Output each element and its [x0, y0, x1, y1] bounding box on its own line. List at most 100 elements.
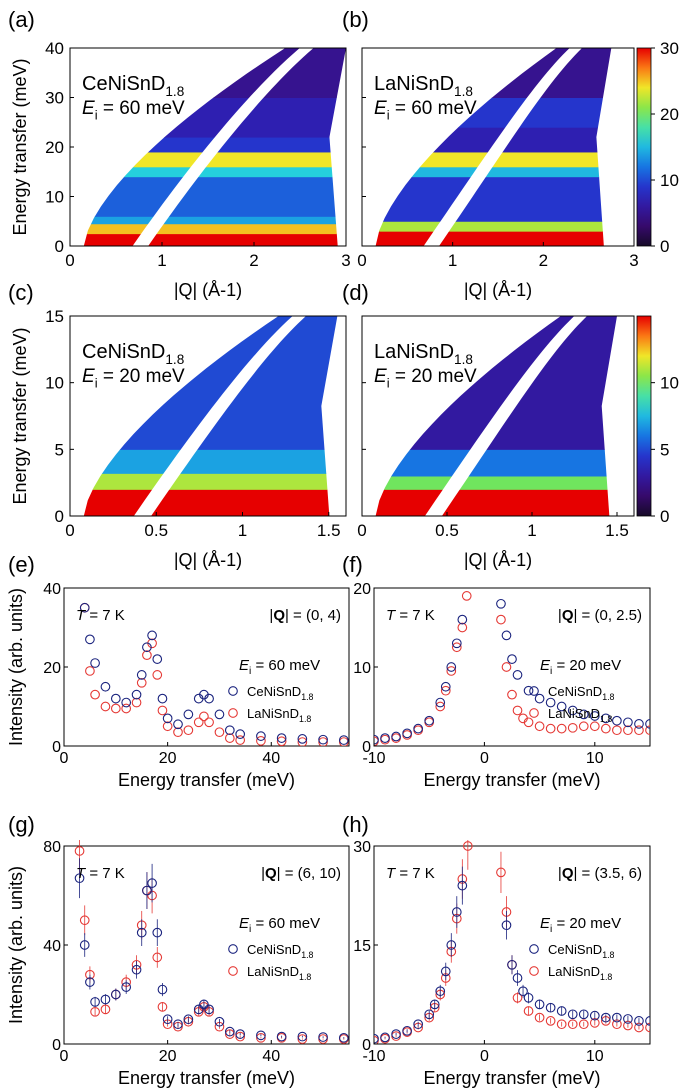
q-range-value: | = (6, 10) — [277, 865, 341, 882]
data-point — [173, 719, 183, 730]
data-point — [424, 1009, 435, 1020]
legend-label-base: CeNiSnD — [548, 942, 602, 957]
data-point — [600, 713, 611, 724]
colorbar-tick-label: 0 — [660, 507, 669, 526]
temperature-label: T = 7 K — [76, 607, 125, 624]
incident-energy-label-symbol: E — [540, 657, 551, 674]
q-symbol: Q — [562, 607, 574, 624]
data-point — [457, 614, 468, 625]
data-point — [578, 721, 589, 732]
sample-label: CeNiSnD1.8 — [82, 73, 184, 99]
data-point — [142, 650, 152, 661]
data-point — [297, 1031, 308, 1042]
sample-label-base: CeNiSnD — [82, 73, 165, 95]
x-tick-label: -10 — [362, 750, 385, 767]
data-point — [142, 642, 152, 653]
legend-label-sub: 1.8 — [299, 972, 311, 982]
x-tick-label: 20 — [159, 1048, 177, 1065]
sample-label: CeNiSnD1.8 — [82, 341, 184, 367]
data-point — [90, 658, 100, 668]
q-range-label: |Q| = (0, 4) — [269, 607, 341, 624]
x-tick-label: 1 — [238, 521, 247, 540]
heatmap-panel-3: 0 0.5 1 1.5|Q| (Å-1)LaNiSnD1.8Ei = 20 meV(d… — [342, 280, 679, 570]
y-tick-label: 15 — [353, 938, 371, 955]
data-point — [612, 715, 622, 726]
data-point — [567, 1019, 578, 1030]
data-point — [440, 681, 451, 692]
data-point — [534, 693, 545, 704]
q-symbol-bar: | — [558, 607, 562, 624]
incident-energy-label: Ei = 60 meV — [82, 98, 185, 122]
data-point — [534, 1012, 545, 1023]
data-point — [501, 630, 512, 641]
legend-label-base: LaNiSnD — [548, 964, 600, 979]
data-point — [523, 717, 534, 728]
legend-marker — [228, 966, 238, 976]
data-point — [534, 721, 545, 732]
data-point — [297, 1034, 308, 1044]
data-point — [623, 717, 633, 728]
data-point — [110, 989, 121, 1000]
spectrum-panel-0: 0 20 40 0 20 40 Energy transfer (meV) Intensity… — [6, 552, 350, 790]
data-points — [374, 591, 650, 746]
y-tick-label: 0 — [362, 739, 371, 756]
data-point — [507, 959, 517, 970]
x-axis-label: |Q| (Å-1) — [174, 280, 242, 300]
y-tick-label: 20 — [43, 660, 61, 677]
data-point — [79, 915, 90, 926]
data-point — [578, 1009, 589, 1020]
data-point — [391, 1029, 401, 1039]
plot-frame — [373, 845, 651, 1045]
data-point — [556, 1019, 567, 1030]
data-point — [256, 736, 266, 746]
temperature-label: T = 7 K — [386, 607, 435, 624]
data-point — [451, 907, 462, 917]
data-point — [162, 1014, 173, 1025]
data-point — [74, 846, 85, 856]
data-point — [131, 964, 142, 975]
data-point — [256, 1032, 266, 1043]
incident-energy-label-symbol-sub: i — [95, 107, 98, 122]
data-point — [413, 723, 424, 734]
data-point — [121, 697, 132, 708]
legend-label-sub: 1.8 — [602, 950, 614, 960]
data-point — [297, 734, 308, 744]
data-point — [545, 697, 556, 708]
y-tick-label: 0 — [52, 739, 61, 756]
data-point — [110, 693, 121, 704]
data-point — [224, 725, 235, 736]
data-point — [578, 1019, 589, 1030]
data-point — [79, 940, 90, 950]
data-point — [391, 731, 401, 742]
data-point — [567, 1009, 578, 1020]
data-point — [600, 723, 611, 734]
temperature-symbol: T — [76, 865, 87, 882]
data-point — [152, 670, 163, 680]
data-point — [512, 670, 523, 680]
incident-energy-label-symbol: E — [82, 366, 95, 387]
legend-label: CeNiSnD1.8 — [247, 942, 314, 960]
panel-label: (b) — [342, 7, 369, 32]
intensity-band-2 — [83, 216, 346, 225]
y-tick-label: 40 — [45, 39, 64, 58]
data-point — [496, 614, 506, 625]
data-point — [235, 735, 246, 745]
x-axis-label: |Q| (Å-1) — [174, 550, 242, 570]
y-tick-label: 10 — [45, 374, 64, 393]
data-point — [623, 725, 633, 736]
q-range-label: |Q| = (3.5, 6) — [558, 865, 642, 882]
data-point — [136, 927, 147, 938]
y-tick-label: 0 — [52, 1037, 61, 1054]
x-tick-label: 2 — [539, 251, 548, 270]
incident-energy-label-symbol: E — [374, 98, 387, 119]
q-symbol-bar: | — [558, 865, 562, 882]
data-point — [440, 966, 451, 977]
intensity-band-0 — [375, 489, 617, 516]
data-point — [136, 670, 147, 680]
legend-label-base: LaNiSnD — [247, 706, 299, 721]
x-tick-label: 1 — [157, 251, 166, 270]
temperature-value: = 7 K — [395, 865, 435, 882]
data-point — [147, 630, 157, 641]
data-point — [100, 1004, 111, 1015]
